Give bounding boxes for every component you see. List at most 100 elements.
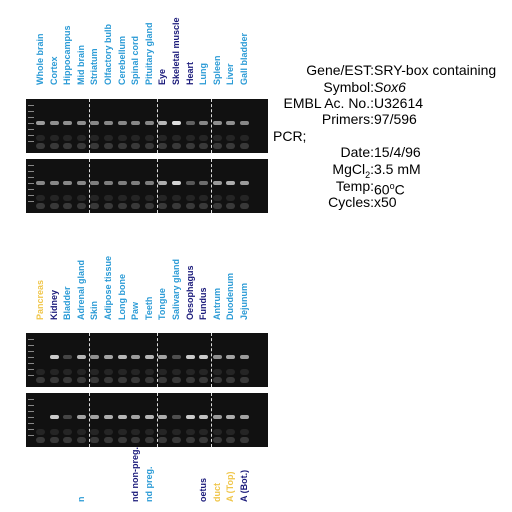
lane-label: oetus <box>198 477 209 502</box>
primer-smear <box>90 437 100 443</box>
pcr-band <box>76 415 86 419</box>
lane-label: Fundus <box>198 287 209 321</box>
gel-lane <box>63 99 73 153</box>
ladder-rung <box>28 369 34 370</box>
gel-lane <box>63 159 73 213</box>
ladder-rung <box>28 357 34 358</box>
pcr-band <box>172 415 181 419</box>
ladder-rung <box>28 177 34 178</box>
pcr-band <box>158 415 168 419</box>
pcr-band <box>90 181 100 185</box>
lane-label: Paw <box>130 301 141 320</box>
primer-smear <box>117 437 127 443</box>
primer-smear <box>172 429 181 435</box>
primer-smear <box>199 369 209 375</box>
primer-smear <box>226 369 236 375</box>
ladder-rung <box>28 117 34 118</box>
primer-smear <box>49 437 59 443</box>
symbol-label: Symbol: <box>323 79 374 95</box>
lane-label: Bladder <box>62 286 73 320</box>
ladder-rung <box>28 165 34 166</box>
pcr-band <box>63 181 73 185</box>
primer-smear <box>144 429 154 435</box>
primer-smear <box>226 203 236 209</box>
lane-label: Oesophagus <box>184 265 195 320</box>
primer-smear <box>131 135 141 141</box>
pcr-band <box>36 121 45 125</box>
cycles-label: Cycles: <box>328 194 374 210</box>
primer-smear <box>185 437 195 443</box>
primer-smear <box>212 143 222 149</box>
lane-label: Teeth <box>143 296 154 320</box>
pcr-band <box>185 121 195 125</box>
primer-smear <box>158 377 168 383</box>
primer-smear <box>49 195 59 201</box>
pcr-band <box>76 121 86 125</box>
lane-label: A (Bot.) <box>239 469 249 502</box>
primer-smear <box>144 143 154 149</box>
symbol-value: Sox6 <box>374 79 406 95</box>
pcr-band <box>49 355 59 359</box>
gel-lane <box>104 333 113 387</box>
primer-smear <box>90 369 100 375</box>
ladder-rung <box>28 189 34 190</box>
gel-lane <box>158 99 168 153</box>
primer-smear <box>185 369 195 375</box>
gel-lane <box>172 333 181 387</box>
ladder-rung <box>28 435 34 436</box>
gel-lane <box>63 333 73 387</box>
gel-lane <box>49 333 59 387</box>
lane-label: Salivary gland <box>171 258 181 320</box>
primer-smear <box>199 377 209 383</box>
pcr-band <box>158 181 168 185</box>
temp-value: 60oC <box>374 181 405 198</box>
primer-smear <box>185 429 195 435</box>
pcr-band <box>199 415 209 419</box>
primer-smear <box>172 195 181 201</box>
pcr-band <box>76 355 86 359</box>
primer-smear <box>158 135 168 141</box>
gel-lane <box>240 99 249 153</box>
pcr-band <box>104 181 113 185</box>
primer-smear <box>76 437 86 443</box>
primer-smear <box>76 369 86 375</box>
gel-lane <box>104 393 113 447</box>
mgcl-value: 3.5 mM <box>374 161 421 177</box>
primer-smear <box>104 377 113 383</box>
gel-lane <box>212 393 222 447</box>
primer-smear <box>212 429 222 435</box>
ladder-rung <box>28 405 34 406</box>
lane-label: n <box>75 496 86 503</box>
pcr-band <box>144 355 154 359</box>
pcr-band <box>212 181 222 185</box>
primer-smear <box>158 203 168 209</box>
gel-lane <box>185 393 195 447</box>
pcr-band <box>199 355 209 359</box>
lane-label: Tongue <box>157 288 168 320</box>
primer-smear <box>158 429 168 435</box>
primer-smear <box>117 203 127 209</box>
pcr-band <box>199 181 209 185</box>
primer-smear <box>90 377 100 383</box>
primer-smear <box>199 429 209 435</box>
primer-smear <box>76 143 86 149</box>
pcr-band <box>226 355 236 359</box>
gel-lane <box>212 333 222 387</box>
primer-smear <box>76 195 86 201</box>
gel-lane <box>117 159 127 213</box>
pcr-band <box>104 121 113 125</box>
gel-lane <box>76 393 86 447</box>
primer-smear <box>212 437 222 443</box>
lane-label: nd non-preg. <box>130 447 141 502</box>
primer-smear <box>185 195 195 201</box>
primer-smear <box>240 135 249 141</box>
pcr-band <box>117 415 127 419</box>
primer-smear <box>63 437 73 443</box>
primer-smear <box>49 429 59 435</box>
pcr-band <box>131 121 141 125</box>
pcr-band <box>90 355 100 359</box>
gel-lane <box>158 159 168 213</box>
lane-label: duct <box>211 483 222 502</box>
gel-lane <box>117 393 127 447</box>
ladder-rung <box>28 123 34 124</box>
